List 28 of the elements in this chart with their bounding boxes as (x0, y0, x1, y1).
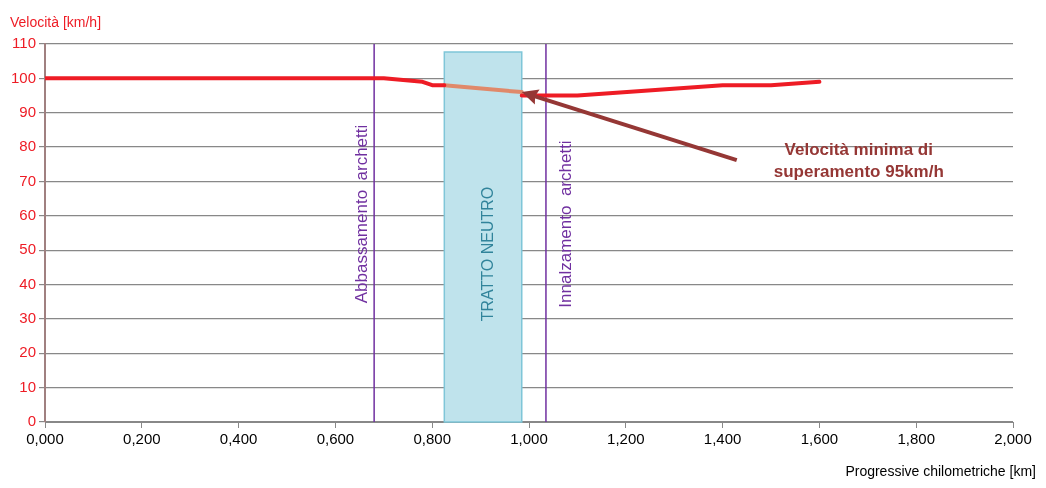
x-tick-label: 1,600 (800, 430, 839, 448)
ref-line-label: Abbassamento archetti (351, 124, 371, 304)
y-tick-label: 0 (27, 412, 37, 430)
y-tick-label: 20 (19, 343, 37, 361)
x-tick-label: 1,800 (897, 430, 935, 448)
y-axis-title: Velocità [km/h] (10, 13, 102, 30)
y-tick-label: 30 (19, 309, 37, 327)
x-tick-label: 1,400 (703, 430, 742, 448)
y-tick-label: 90 (19, 102, 37, 120)
x-tick-label: 0,600 (316, 430, 355, 448)
x-tick-label: 0,400 (219, 430, 258, 448)
y-tick-label: 40 (19, 274, 37, 292)
x-tick-label: 0,000 (26, 430, 64, 448)
x-tick-label: 0,200 (123, 430, 161, 448)
y-tick-label: 70 (19, 171, 37, 189)
y-tick-label: 60 (19, 205, 37, 223)
ref-line-label: Innalzamento archetti (555, 140, 575, 308)
y-tick-label: 10 (19, 377, 37, 395)
x-axis-title: Progressive chilometriche [km] (845, 462, 1036, 479)
y-tick-label: 80 (19, 137, 37, 155)
y-tick-label: 110 (12, 34, 37, 52)
x-tick-label: 1,000 (510, 430, 548, 448)
band-label: TRATTO NEUTRO (479, 186, 497, 322)
x-tick-label: 1,200 (607, 430, 645, 448)
y-tick-label: 100 (11, 68, 37, 86)
x-tick-label: 0,800 (413, 430, 451, 448)
x-tick-label: 2,000 (994, 430, 1032, 448)
y-tick-label: 50 (19, 240, 37, 258)
